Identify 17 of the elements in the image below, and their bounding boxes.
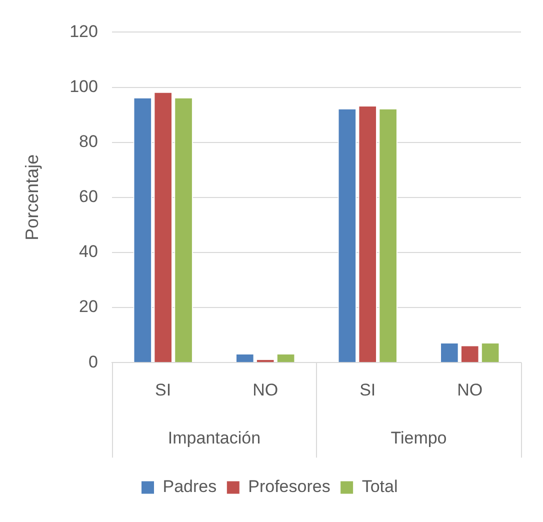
text: Tiempo [390,428,447,448]
y-tick-label: 20 [79,297,98,316]
y-tick-label: 0 [88,352,98,372]
y-axis-title: Porcentaje [22,154,42,240]
y-tick-label: 100 [70,76,98,96]
y-tick-label: 60 [79,187,98,206]
text: Impantación [168,428,261,448]
x-tick-label: NO [252,380,278,400]
x-tick-label: SI [155,380,172,400]
y-tick-label: 40 [79,242,98,262]
x-tick-label: NO [457,380,483,400]
x-tick-label: SI [360,380,376,400]
legend-label: Total [362,477,398,496]
legend-label: Profesores [248,477,330,496]
legend-label: Padres [162,477,217,496]
y-tick-label: 80 [79,132,98,152]
y-tick-label: 120 [70,22,98,41]
